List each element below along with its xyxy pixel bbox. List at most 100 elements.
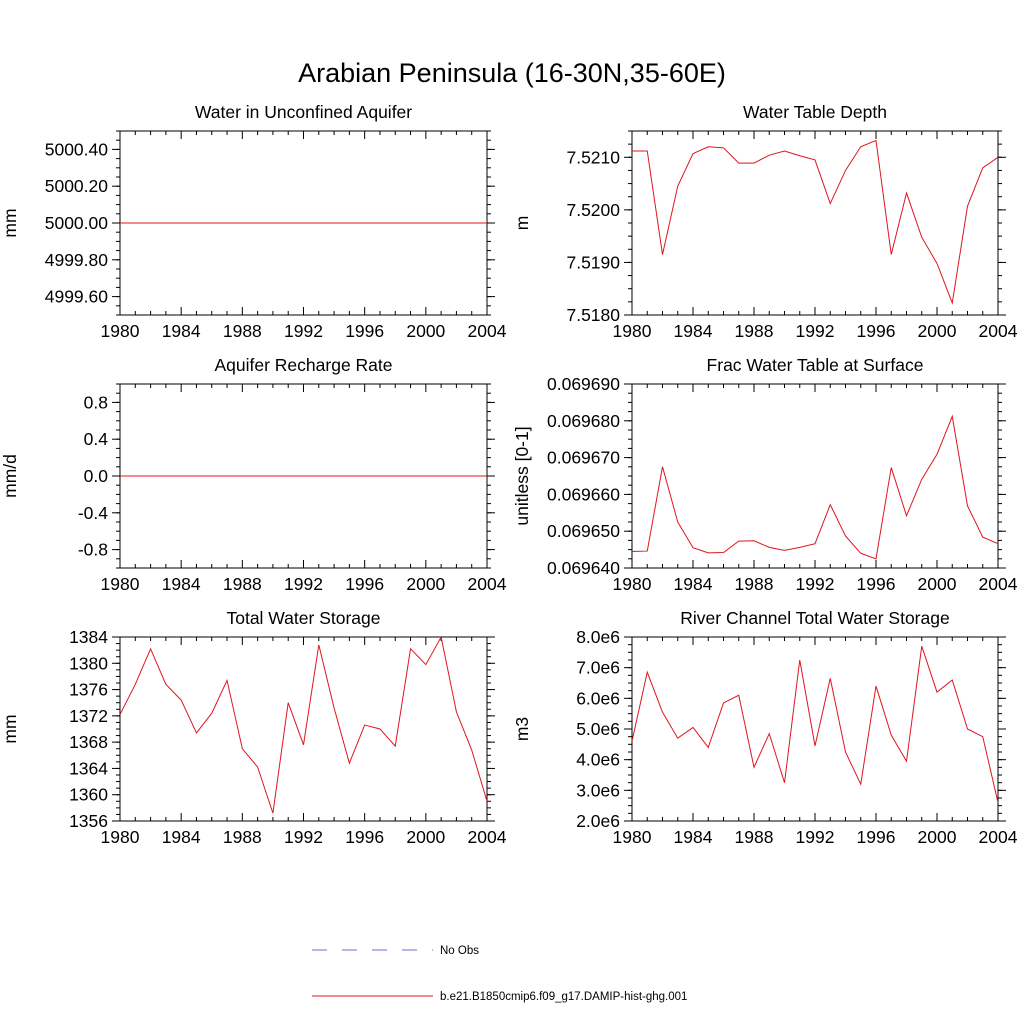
y-axis-label: mm <box>0 208 20 237</box>
y-tick-label: 7.5180 <box>566 305 620 325</box>
y-tick-label: 4.0e6 <box>576 750 620 770</box>
y-tick-label: 0.069670 <box>547 448 620 468</box>
y-tick-label: 1360 <box>69 785 108 805</box>
y-tick-label: 3.0e6 <box>576 780 620 800</box>
y-tick-label: 1364 <box>69 758 108 778</box>
y-tick-label: 1380 <box>69 653 108 673</box>
plot-frame <box>631 383 999 569</box>
y-tick-label: 5000.20 <box>45 176 109 196</box>
y-tick-label: 0.069650 <box>547 521 620 541</box>
x-tick-label: 1980 <box>613 574 652 594</box>
y-tick-label: 2.0e6 <box>576 811 620 831</box>
x-tick-label: 1988 <box>223 827 262 847</box>
x-tick-label: 2000 <box>406 321 445 341</box>
x-tick-label: 1984 <box>162 574 201 594</box>
x-tick-label: 2004 <box>468 827 507 847</box>
x-tick-label: 1996 <box>345 321 384 341</box>
series-line <box>631 646 999 803</box>
y-tick-label: 1384 <box>69 627 108 647</box>
series-line <box>632 139 999 305</box>
x-tick-label: 2004 <box>468 574 507 594</box>
y-tick-label: -0.8 <box>78 540 108 560</box>
x-tick-label: 1980 <box>101 827 140 847</box>
x-tick-label: 1984 <box>162 321 201 341</box>
x-tick-label: 1992 <box>284 574 323 594</box>
legend: No Obs b.e21.B1850cmip6.f09_g17.DAMIP-his… <box>312 945 687 1003</box>
y-axis-label: m3 <box>512 717 532 741</box>
y-tick-label: 0.0 <box>84 466 109 486</box>
plot-frame <box>631 130 999 316</box>
y-axis-label: mm <box>0 714 20 743</box>
y-tick-label: 5000.40 <box>45 139 109 159</box>
panel-title: Aquifer Recharge Rate <box>214 355 392 375</box>
y-tick-label: 7.5200 <box>566 200 620 220</box>
y-tick-label: 1356 <box>69 811 108 831</box>
x-tick-label: 2000 <box>918 827 957 847</box>
y-axis-label: unitless [0-1] <box>512 426 532 525</box>
x-tick-label: 1996 <box>345 827 384 847</box>
y-tick-label: 0.069640 <box>547 558 620 578</box>
y-tick-label: 0.069660 <box>547 484 620 504</box>
y-tick-label: 1368 <box>69 732 108 752</box>
chart-panel-3: Aquifer Recharge Rate mm/d 1980 1984 1988 199… <box>0 355 507 594</box>
x-tick-label: 1992 <box>796 574 835 594</box>
x-tick-label: 1988 <box>223 574 262 594</box>
x-tick-label: 2000 <box>918 574 957 594</box>
y-tick-label: 1376 <box>69 680 108 700</box>
y-tick-label: 4999.80 <box>45 250 109 270</box>
panel-title: Water in Unconfined Aquifer <box>195 102 412 122</box>
y-tick-label: 7.5210 <box>566 147 620 167</box>
x-tick-label: 1992 <box>284 321 323 341</box>
y-tick-label: 7.0e6 <box>576 658 620 678</box>
chart-panel-2: Water Table Depth m 1980 1984 1988 1992 1996 20… <box>512 102 1018 341</box>
chart-panel-4: Frac Water Table at Surface unitless [0-1… <box>512 355 1018 594</box>
x-tick-label: 1980 <box>101 321 140 341</box>
y-tick-label: 8.0e6 <box>576 627 620 647</box>
y-tick-label: 1372 <box>69 706 108 726</box>
x-tick-label: 2000 <box>406 574 445 594</box>
y-tick-label: -0.4 <box>78 503 108 523</box>
y-axis-label: mm/d <box>0 454 20 498</box>
y-tick-label: 5000.00 <box>45 213 109 233</box>
series-line <box>631 414 999 560</box>
legend-entry: b.e21.B1850cmip6.f09_g17.DAMIP-hist-ghg.… <box>312 991 687 1003</box>
x-tick-label: 1988 <box>735 827 774 847</box>
y-tick-label: 4999.60 <box>45 287 109 307</box>
x-tick-label: 1988 <box>735 321 774 341</box>
y-tick-label: 7.5190 <box>566 252 620 272</box>
x-tick-label: 1992 <box>284 827 323 847</box>
x-tick-label: 1996 <box>345 574 384 594</box>
chart-panel-1: Water in Unconfined Aquifer mm 1980 1984 198… <box>0 102 507 341</box>
x-tick-label: 1984 <box>162 827 201 847</box>
chart-panels: Water in Unconfined Aquifer mm 1980 1984 198… <box>0 102 1018 847</box>
x-tick-label: 1980 <box>613 321 652 341</box>
x-tick-label: 2004 <box>468 321 507 341</box>
x-tick-label: 1980 <box>613 827 652 847</box>
plot-frame <box>631 636 999 822</box>
x-tick-label: 1992 <box>796 827 835 847</box>
panel-title: Frac Water Table at Surface <box>707 355 924 375</box>
y-tick-label: 0.069690 <box>547 374 620 394</box>
figure-title: Arabian Peninsula (16-30N,35-60E) <box>298 58 726 88</box>
x-tick-label: 1996 <box>857 827 896 847</box>
legend-label: No Obs <box>440 945 479 957</box>
y-axis-label: m <box>512 216 532 231</box>
x-tick-label: 1996 <box>857 321 896 341</box>
series-line <box>119 635 488 814</box>
x-tick-label: 1984 <box>674 574 713 594</box>
x-tick-label: 2004 <box>979 827 1018 847</box>
x-tick-label: 1988 <box>223 321 262 341</box>
y-tick-label: 0.069680 <box>547 411 620 431</box>
x-tick-label: 1988 <box>735 574 774 594</box>
x-tick-label: 1996 <box>857 574 896 594</box>
panel-title: Total Water Storage <box>226 608 380 628</box>
x-tick-label: 1980 <box>101 574 140 594</box>
y-tick-label: 5.0e6 <box>576 719 620 739</box>
y-tick-label: 6.0e6 <box>576 688 620 708</box>
x-tick-label: 2000 <box>918 321 957 341</box>
chart-panel-6: River Channel Total Water Storage m3 1980 1… <box>512 608 1018 847</box>
chart-panel-5: Total Water Storage mm 1980 1984 1988 1992 199… <box>0 608 507 847</box>
panel-title: River Channel Total Water Storage <box>680 608 949 628</box>
legend-label: b.e21.B1850cmip6.f09_g17.DAMIP-hist-ghg.… <box>440 991 687 1003</box>
